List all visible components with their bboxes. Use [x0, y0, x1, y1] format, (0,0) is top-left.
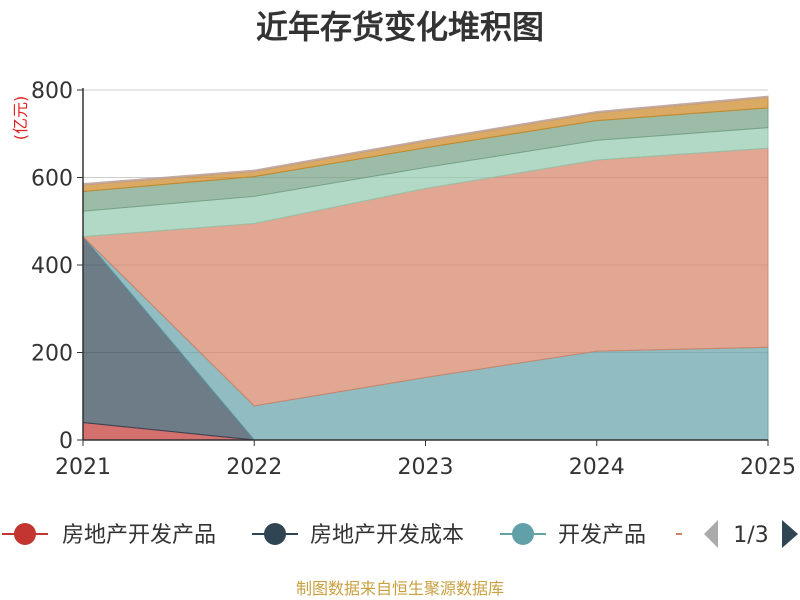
chart-title: 近年存货变化堆积图	[256, 8, 544, 46]
data-source-note: 制图数据来自恒生聚源数据库	[296, 579, 504, 598]
x-tick-label: 2021	[55, 455, 111, 480]
legend-page-indicator: 1/3	[733, 523, 768, 548]
legend-label: 房地产开发成本	[310, 523, 464, 548]
x-tick-labels: 2021 2022 2023 2024 2025	[55, 440, 796, 480]
y-tick-label: 200	[31, 342, 73, 367]
x-tick-label: 2022	[226, 455, 282, 480]
legend: 房地产开发产品 房地产开发成本 开发产品 1/3	[2, 520, 798, 548]
y-tick-label: 0	[59, 429, 73, 454]
legend-item-series-2[interactable]: 开发产品	[500, 523, 646, 548]
y-tick-label: 400	[31, 254, 73, 279]
legend-label: 房地产开发产品	[62, 523, 216, 548]
x-tick-label: 2023	[398, 455, 454, 480]
legend-next-page-icon[interactable]	[782, 520, 798, 548]
area-series	[81, 95, 769, 441]
x-tick-label: 2024	[569, 455, 625, 480]
legend-item-series-1[interactable]: 房地产开发成本	[252, 523, 464, 548]
y-axis-unit-label: (亿元)	[11, 96, 30, 141]
legend-label: 开发产品	[558, 523, 646, 548]
y-tick-label: 600	[31, 167, 73, 192]
legend-marker	[264, 523, 286, 545]
area-series-7	[82, 95, 769, 186]
y-tick-label: 800	[31, 79, 73, 104]
legend-marker	[14, 523, 36, 545]
legend-item-series-0[interactable]: 房地产开发产品	[2, 523, 216, 548]
legend-prev-page-icon[interactable]	[704, 520, 718, 548]
x-tick-label: 2025	[740, 455, 796, 480]
legend-marker	[512, 523, 534, 545]
y-tick-labels: 0 200 400 600 800	[31, 79, 83, 454]
